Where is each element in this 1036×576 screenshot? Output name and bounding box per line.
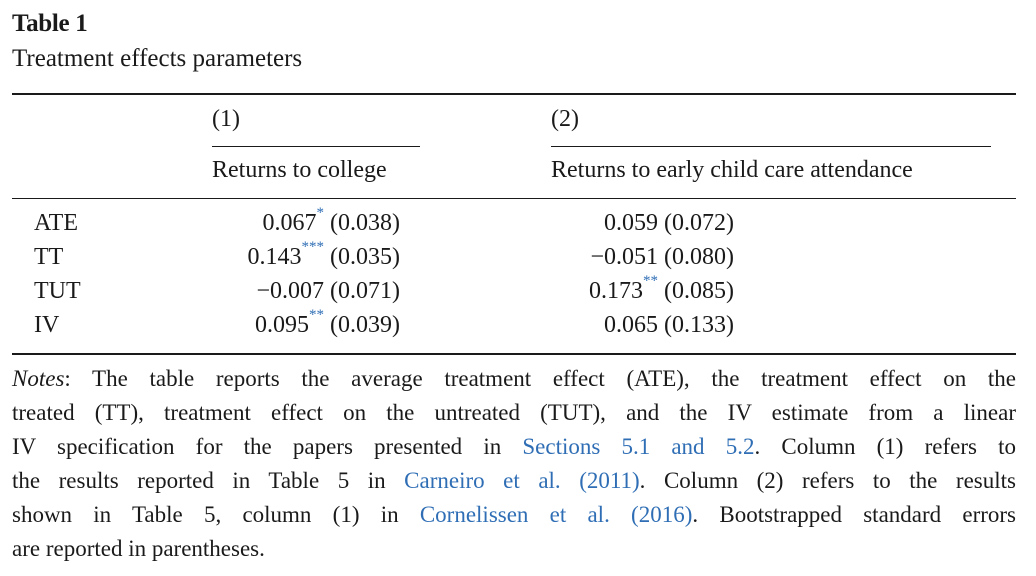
col1-iv-value: 0.095 bbox=[255, 312, 310, 338]
col2-number: (2) bbox=[551, 106, 579, 132]
col2-tut-se: (0.085) bbox=[664, 278, 734, 304]
col1-underline bbox=[212, 146, 420, 147]
col1-tut-se: (0.071) bbox=[330, 278, 400, 304]
carneiro-citation-link[interactable]: Carneiro et al. (2011) bbox=[404, 468, 640, 493]
sections-link[interactable]: Sections 5.1 and 5.2 bbox=[522, 434, 755, 459]
header-rule bbox=[12, 198, 1016, 199]
cornelissen-citation-link[interactable]: Cornelissen et al. (2016) bbox=[419, 502, 693, 527]
notes-line-5: shown in Table 5, column (1) in Cornelis… bbox=[12, 502, 1017, 527]
col2-ate-se: (0.072) bbox=[664, 210, 734, 236]
row-label-tut: TUT bbox=[34, 278, 81, 304]
col1-tt-value: 0.143 bbox=[247, 244, 302, 270]
col2-cell-tt: −0.051 (0.080) bbox=[590, 244, 734, 271]
top-rule bbox=[12, 93, 1016, 95]
col1-tt-stars: *** bbox=[301, 239, 325, 255]
col1-number: (1) bbox=[212, 106, 240, 132]
table-subtitle: Treatment effects parameters bbox=[12, 45, 303, 72]
col2-tt-se: (0.080) bbox=[664, 244, 734, 270]
col2-underline bbox=[551, 146, 991, 147]
col2-header: Returns to early child care attendance bbox=[551, 157, 913, 183]
col1-tt-se: (0.035) bbox=[330, 244, 400, 270]
col1-ate-value: 0.067 bbox=[262, 210, 317, 236]
col1-cell-ate: 0.067* (0.038) bbox=[262, 206, 400, 237]
table-notes: Notes: The table reports the average tre… bbox=[12, 362, 1016, 566]
col1-cell-tut: −0.007 (0.071) bbox=[256, 278, 400, 305]
col2-cell-tut: 0.173** (0.085) bbox=[589, 274, 734, 305]
col2-cell-ate: 0.059 (0.072) bbox=[604, 210, 734, 237]
col2-iv-se: (0.133) bbox=[664, 312, 734, 338]
notes-line-1: Notes: The table reports the average tre… bbox=[12, 366, 1016, 391]
col1-iv-stars: ** bbox=[309, 307, 325, 323]
col2-tt-value: −0.051 bbox=[590, 244, 659, 270]
col2-tut-value: 0.173 bbox=[589, 278, 644, 304]
row-label-ate: ATE bbox=[34, 210, 78, 236]
col1-cell-tt: 0.143*** (0.035) bbox=[247, 240, 400, 271]
bottom-rule bbox=[12, 353, 1016, 355]
notes-line-6: are reported in parentheses. bbox=[12, 536, 265, 561]
col2-iv-value: 0.065 bbox=[604, 312, 659, 338]
notes-line-2: treated (TT), treatment effect on the un… bbox=[12, 400, 1016, 425]
row-label-iv: IV bbox=[34, 312, 60, 338]
col1-cell-iv: 0.095** (0.039) bbox=[255, 308, 400, 339]
notes-line-3: IV specification for the papers presente… bbox=[12, 434, 1016, 459]
col1-iv-se: (0.039) bbox=[330, 312, 400, 338]
row-label-tt: TT bbox=[34, 244, 64, 270]
col2-tut-stars: ** bbox=[643, 273, 659, 289]
col1-tut-value: −0.007 bbox=[256, 278, 325, 304]
col1-ate-se: (0.038) bbox=[330, 210, 400, 236]
table-title: Table 1 bbox=[12, 10, 88, 37]
notes-line-4: the results reported in Table 5 in Carne… bbox=[12, 468, 1016, 493]
col1-header: Returns to college bbox=[212, 157, 387, 183]
notes-label: Notes bbox=[12, 366, 65, 391]
col2-ate-value: 0.059 bbox=[604, 210, 659, 236]
col1-ate-stars: * bbox=[316, 205, 325, 221]
col2-cell-iv: 0.065 (0.133) bbox=[604, 312, 734, 339]
